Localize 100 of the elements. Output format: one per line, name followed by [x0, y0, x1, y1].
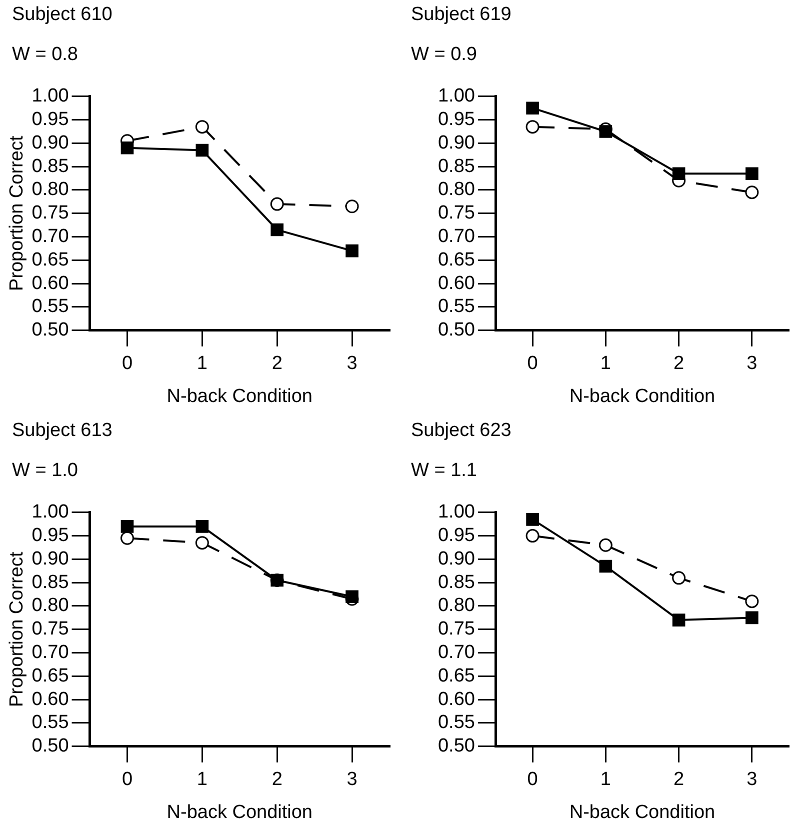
y-tick-label: 0.65 — [32, 249, 69, 270]
y-tick-label: 0.65 — [438, 665, 475, 686]
y-tick-label: 0.85 — [438, 572, 475, 593]
x-tick-label: 1 — [196, 769, 208, 790]
x-axis-title: N-back Condition — [569, 386, 716, 407]
x-axis-title: N-back Condition — [569, 802, 716, 823]
y-tick-label: 0.75 — [32, 618, 69, 640]
y-tick-label: 0.80 — [438, 595, 475, 616]
y-tick-label: 0.60 — [32, 272, 69, 294]
y-axis-title: Proportion Correct — [6, 551, 28, 708]
y-tick-label: 0.70 — [438, 226, 475, 248]
point — [196, 520, 209, 533]
x-axis-title: N-back Condition — [166, 802, 313, 823]
y-tick-label: 0.90 — [438, 548, 475, 570]
x-tick-label: 1 — [600, 353, 611, 374]
y-tick-label: 0.80 — [32, 179, 69, 200]
chart-title: Subject 619 — [411, 4, 512, 26]
chart-subtitle: W = 0.9 — [411, 44, 477, 66]
y-tick-label: 1.00 — [32, 502, 69, 523]
y-tick-label: 0.55 — [32, 712, 69, 734]
point — [526, 102, 539, 115]
point — [672, 571, 686, 585]
y-tick-label: 0.70 — [438, 642, 475, 664]
y-tick-label: 0.65 — [438, 249, 475, 270]
y-tick-label: 0.90 — [438, 132, 475, 154]
y-tick-label: 0.50 — [438, 320, 475, 341]
x-tick-label: 0 — [122, 769, 133, 790]
x-axis-title: N-back Condition — [166, 386, 313, 407]
point — [746, 611, 758, 624]
y-tick-label: 0.90 — [32, 548, 69, 570]
point — [120, 520, 134, 533]
chart-subtitle: W = 1.0 — [12, 460, 78, 482]
point — [345, 200, 359, 214]
y-tick-label: 0.70 — [32, 226, 69, 248]
y-tick-label: 0.95 — [32, 109, 69, 130]
chart-title: Subject 623 — [411, 420, 512, 442]
y-tick-label: 0.65 — [32, 665, 69, 686]
point — [346, 590, 358, 604]
point — [599, 125, 612, 138]
y-tick-label: 0.70 — [32, 642, 69, 664]
y-tick-label: 0.50 — [438, 736, 475, 757]
x-tick-label: 1 — [196, 353, 208, 374]
y-tick-label: 0.55 — [438, 296, 475, 318]
y-tick-label: 0.60 — [438, 688, 475, 710]
y-tick-label: 1.00 — [32, 86, 69, 107]
x-tick-label: 1 — [600, 769, 611, 790]
point — [672, 167, 686, 180]
point — [599, 560, 612, 573]
x-tick-label: 2 — [272, 353, 282, 374]
x-tick-label: 0 — [122, 353, 133, 374]
point — [196, 144, 209, 157]
y-tick-label: 0.85 — [32, 156, 69, 177]
y-tick-label: 0.90 — [32, 132, 69, 154]
point — [746, 167, 758, 180]
point — [346, 244, 358, 258]
x-tick-label: 0 — [527, 353, 538, 374]
y-tick-label: 0.95 — [438, 109, 475, 130]
point — [270, 223, 284, 236]
point — [195, 120, 209, 134]
y-tick-label: 0.50 — [32, 736, 69, 757]
point — [598, 538, 612, 552]
y-tick-label: 0.60 — [32, 688, 69, 710]
chart-subtitle: W = 0.8 — [12, 44, 78, 66]
y-tick-label: 0.75 — [438, 202, 475, 224]
y-tick-label: 0.85 — [438, 156, 475, 177]
x-tick-label: 3 — [346, 769, 358, 790]
chart-title: Subject 613 — [12, 420, 112, 442]
point — [526, 529, 540, 543]
point — [745, 186, 759, 200]
x-tick-label: 3 — [346, 353, 358, 374]
y-tick-label: 0.95 — [32, 525, 69, 546]
point — [120, 531, 134, 545]
point — [270, 197, 284, 211]
point — [745, 594, 759, 608]
y-tick-label: 0.80 — [32, 595, 69, 616]
x-tick-label: 2 — [674, 353, 684, 374]
y-tick-label: 0.85 — [32, 572, 69, 593]
point — [195, 536, 209, 550]
y-tick-label: 1.00 — [438, 86, 475, 107]
y-tick-label: 0.50 — [32, 320, 69, 341]
y-tick-label: 0.60 — [438, 272, 475, 294]
point — [672, 614, 686, 626]
x-tick-label: 0 — [527, 769, 538, 790]
x-tick-label: 3 — [746, 769, 758, 790]
chart-subtitle: W = 1.1 — [411, 460, 477, 482]
x-tick-label: 2 — [674, 769, 684, 790]
y-tick-label: 0.95 — [438, 525, 475, 546]
point — [526, 120, 540, 134]
x-tick-label: 2 — [272, 769, 282, 790]
point — [120, 141, 134, 154]
y-tick-label: 0.55 — [32, 296, 69, 318]
point — [526, 513, 539, 526]
y-tick-label: 0.75 — [32, 202, 69, 224]
chart-title: Subject 610 — [12, 4, 112, 26]
y-tick-label: 1.00 — [438, 502, 475, 523]
y-axis-title: Proportion Correct — [6, 135, 28, 292]
y-tick-label: 0.80 — [438, 179, 475, 200]
y-tick-label: 0.75 — [438, 618, 475, 640]
x-tick-label: 3 — [746, 353, 758, 374]
y-tick-label: 0.55 — [438, 712, 475, 734]
